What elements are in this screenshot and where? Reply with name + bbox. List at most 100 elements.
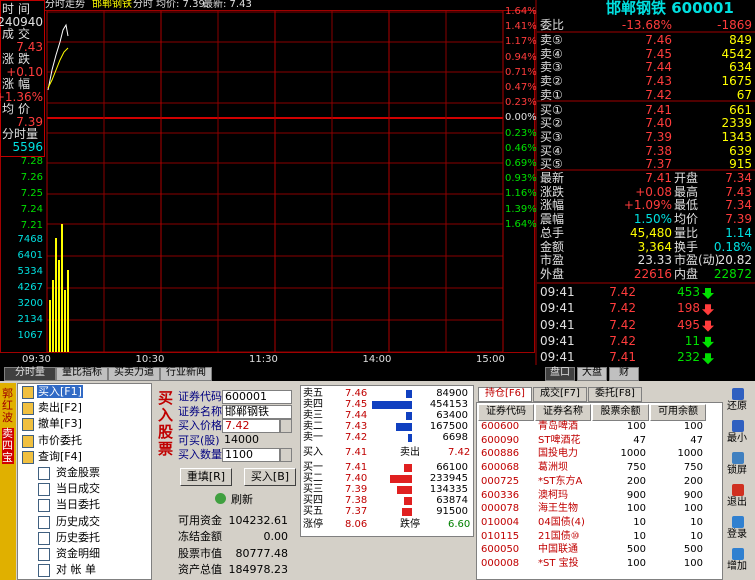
- menu-item[interactable]: 资金股票: [56, 466, 100, 479]
- form-label: 买入数量: [178, 448, 222, 461]
- menu-icon: [22, 386, 34, 399]
- menu-item[interactable]: 市价委托: [38, 433, 82, 447]
- table-cell: 200: [626, 475, 646, 487]
- stat-value: 7.34: [725, 171, 752, 185]
- spinner[interactable]: [280, 448, 292, 462]
- menu-item[interactable]: 撤单[F3]: [38, 417, 82, 431]
- book-label: 卖①: [540, 87, 563, 102]
- toolbar-label[interactable]: 退出: [727, 497, 747, 508]
- info-label: 均价: [2, 102, 35, 116]
- quote-tab[interactable]: 大盘: [577, 367, 607, 381]
- column-header[interactable]: 证券代码: [478, 404, 534, 421]
- column-header[interactable]: 证券名称: [535, 404, 591, 421]
- table-cell: 100: [626, 558, 646, 569]
- chart-tab[interactable]: 买卖力道: [108, 367, 160, 381]
- depth-label: 买二: [303, 473, 323, 484]
- book-volume: 2339: [721, 116, 752, 131]
- book-label: 卖③: [540, 60, 563, 75]
- toolbar-icon[interactable]: [732, 420, 744, 432]
- price-axis-label: 7.21: [20, 220, 43, 231]
- table-cell: 500: [626, 544, 646, 556]
- button[interactable]: 买入[B]: [244, 468, 296, 486]
- menu-item[interactable]: 当日成交: [56, 482, 100, 496]
- form-input[interactable]: 600001: [222, 390, 292, 404]
- toolbar-label[interactable]: 锁屏: [727, 465, 747, 476]
- toolbar-icon[interactable]: [732, 452, 744, 464]
- tick-time: 09:41: [540, 350, 575, 365]
- table-cell: 600886: [481, 448, 520, 460]
- spinner[interactable]: [280, 419, 292, 433]
- volume-axis-label: 3200: [17, 298, 43, 309]
- table-cell: *ST 宝投: [538, 558, 579, 569]
- pct-axis-label: 1.39%: [505, 203, 537, 215]
- pct-axis-label: 1.64%: [505, 218, 537, 230]
- button[interactable]: 重填[R]: [180, 468, 232, 486]
- table-cell: 600336: [481, 489, 520, 501]
- chart-header-text: 均价: 7.39: [156, 0, 205, 10]
- form-input[interactable]: 1100: [222, 448, 280, 462]
- chart-tab[interactable]: 行业新闻: [160, 367, 212, 381]
- menu-item[interactable]: 卖出[F2]: [38, 401, 82, 415]
- chart-tab[interactable]: 量比指标: [56, 367, 108, 381]
- menu-item[interactable]: 历史成交: [56, 514, 100, 528]
- toolbar-icon[interactable]: [732, 388, 744, 400]
- menu-item[interactable]: 历史委托: [56, 530, 100, 544]
- volume-axis-label: 2134: [17, 314, 43, 325]
- chart-header-text: 分时: [133, 0, 153, 10]
- menu-icon: [22, 434, 34, 448]
- menu-item[interactable]: 买入[F1]: [37, 385, 83, 398]
- tick-time: 09:41: [540, 333, 575, 348]
- toolbar-label[interactable]: 登录: [727, 529, 747, 540]
- toolbar-icon[interactable]: [732, 548, 744, 560]
- menu-icon: [38, 548, 50, 561]
- fund-value: 184978.23: [228, 562, 289, 576]
- quote-value: -13.68%: [621, 18, 672, 32]
- table-cell: 900: [626, 489, 646, 501]
- quote-tab[interactable]: 财: [609, 367, 639, 381]
- toolbar-icon[interactable]: [732, 484, 744, 496]
- table-cell: 600068: [481, 462, 520, 474]
- toolbar-icon[interactable]: [732, 516, 744, 528]
- chart-tab[interactable]: 分时量: [4, 367, 56, 381]
- holdings-tab[interactable]: 持仓[F6]: [478, 387, 532, 402]
- table-cell: 000725: [481, 475, 520, 487]
- toolbar-label[interactable]: 最小: [727, 433, 747, 444]
- holdings-tab[interactable]: 委托[F8]: [588, 387, 642, 402]
- book-price: 7.38: [645, 143, 672, 158]
- table-cell: 200: [683, 475, 703, 487]
- menu-icon: [38, 564, 50, 578]
- form-input[interactable]: 7.42: [222, 419, 280, 433]
- menu-item[interactable]: 对 帐 单: [56, 563, 96, 577]
- toolbar-label[interactable]: 还原: [727, 401, 747, 412]
- table-cell: 04国债(4): [538, 516, 585, 528]
- menu-icon: [38, 467, 50, 480]
- quote-tab[interactable]: 盘口: [545, 367, 575, 381]
- depth-label: 买三: [303, 484, 323, 495]
- menu-item[interactable]: 当日委托: [56, 498, 100, 512]
- depth-limit: 8.06: [345, 519, 368, 530]
- fund-label: 可用资金: [178, 514, 222, 527]
- fund-value: 80777.48: [235, 546, 289, 560]
- info-label: 成交: [2, 27, 35, 41]
- book-price: 7.37: [645, 157, 672, 172]
- book-volume: 1343: [721, 129, 752, 144]
- pct-axis-label: 0.94%: [505, 51, 537, 63]
- menu-item[interactable]: 资金明细: [56, 547, 100, 560]
- tick-price: 7.42: [609, 317, 636, 332]
- book-label: 买②: [540, 116, 563, 131]
- column-header[interactable]: 可用余额: [650, 404, 706, 421]
- form-input[interactable]: 邯郸钢铁: [222, 404, 292, 419]
- toolbar-label[interactable]: 增加: [727, 561, 747, 572]
- depth-volume: 233945: [429, 473, 468, 484]
- stat-value: 7.41: [645, 171, 672, 185]
- button[interactable]: 刷新: [231, 493, 253, 506]
- depth-volume: 63874: [436, 495, 468, 506]
- table-cell: 000008: [481, 558, 520, 569]
- column-header[interactable]: 股票余额: [592, 404, 649, 421]
- menu-item[interactable]: 查询[F4]: [38, 449, 82, 463]
- holdings-tab[interactable]: 成交[F7]: [533, 387, 587, 402]
- form-title: 买入股票: [158, 389, 174, 458]
- volume-bar: [67, 270, 69, 352]
- depth-price: 7.43: [345, 421, 368, 432]
